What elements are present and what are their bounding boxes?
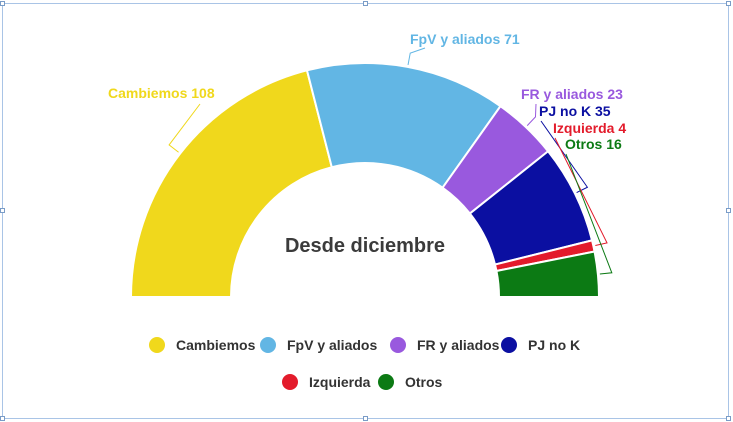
legend-item-fpv-y-aliados[interactable]: FpV y aliados	[260, 337, 377, 353]
resize-handle-top-left[interactable]	[0, 1, 5, 6]
center-label: Desde diciembre	[285, 235, 445, 257]
legend-item-fr-y-aliados[interactable]: FR y aliados	[390, 337, 500, 353]
leader-line-izquierda	[554, 137, 608, 246]
resize-handle-top-middle[interactable]	[363, 1, 368, 6]
legend-marker-cambiemos	[149, 337, 165, 353]
data-label-izquierda: Izquierda 4	[553, 120, 626, 136]
legend-label-fpv-y-aliados: FpV y aliados	[287, 337, 377, 353]
data-label-pj-no-k: PJ no K 35	[539, 103, 611, 119]
legend-label-fr-y-aliados: FR y aliados	[417, 337, 500, 353]
legend-item-izquierda[interactable]: Izquierda	[282, 374, 371, 390]
slice-cambiemos[interactable]	[129, 69, 333, 298]
legend-item-otros[interactable]: Otros	[378, 374, 443, 390]
legend-marker-fr-y-aliados	[390, 337, 406, 353]
data-label-cambiemos: Cambiemos 108	[108, 85, 215, 101]
resize-handle-bottom-middle[interactable]	[363, 416, 368, 421]
data-label-fr-y-aliados: FR y aliados 23	[521, 86, 623, 102]
leader-line-cambiemos	[168, 103, 201, 153]
leader-line-fpv-y-aliados	[407, 47, 426, 66]
resize-handle-middle-left[interactable]	[0, 208, 5, 213]
legend-item-cambiemos[interactable]: Cambiemos	[149, 337, 256, 353]
legend-label-pj-no-k: PJ no K	[528, 337, 580, 353]
legend-label-cambiemos: Cambiemos	[176, 337, 256, 353]
resize-handle-bottom-left[interactable]	[0, 416, 5, 421]
legend-marker-otros	[378, 374, 394, 390]
leader-line-fr-y-aliados	[526, 103, 537, 126]
resize-handle-top-right[interactable]	[726, 1, 731, 6]
data-label-fpv-y-aliados: FpV y aliados 71	[410, 31, 520, 47]
legend-label-otros: Otros	[405, 374, 443, 390]
legend-marker-izquierda	[282, 374, 298, 390]
slice-otros[interactable]	[495, 250, 601, 298]
resize-handle-middle-right[interactable]	[726, 208, 731, 213]
legend-marker-fpv-y-aliados	[260, 337, 276, 353]
resize-handle-bottom-right[interactable]	[726, 416, 731, 421]
legend-label-izquierda: Izquierda	[309, 374, 371, 390]
legend-item-pj-no-k[interactable]: PJ no K	[501, 337, 580, 353]
leader-line-otros	[565, 153, 613, 275]
data-label-otros: Otros 16	[565, 136, 622, 152]
legend-marker-pj-no-k	[501, 337, 517, 353]
